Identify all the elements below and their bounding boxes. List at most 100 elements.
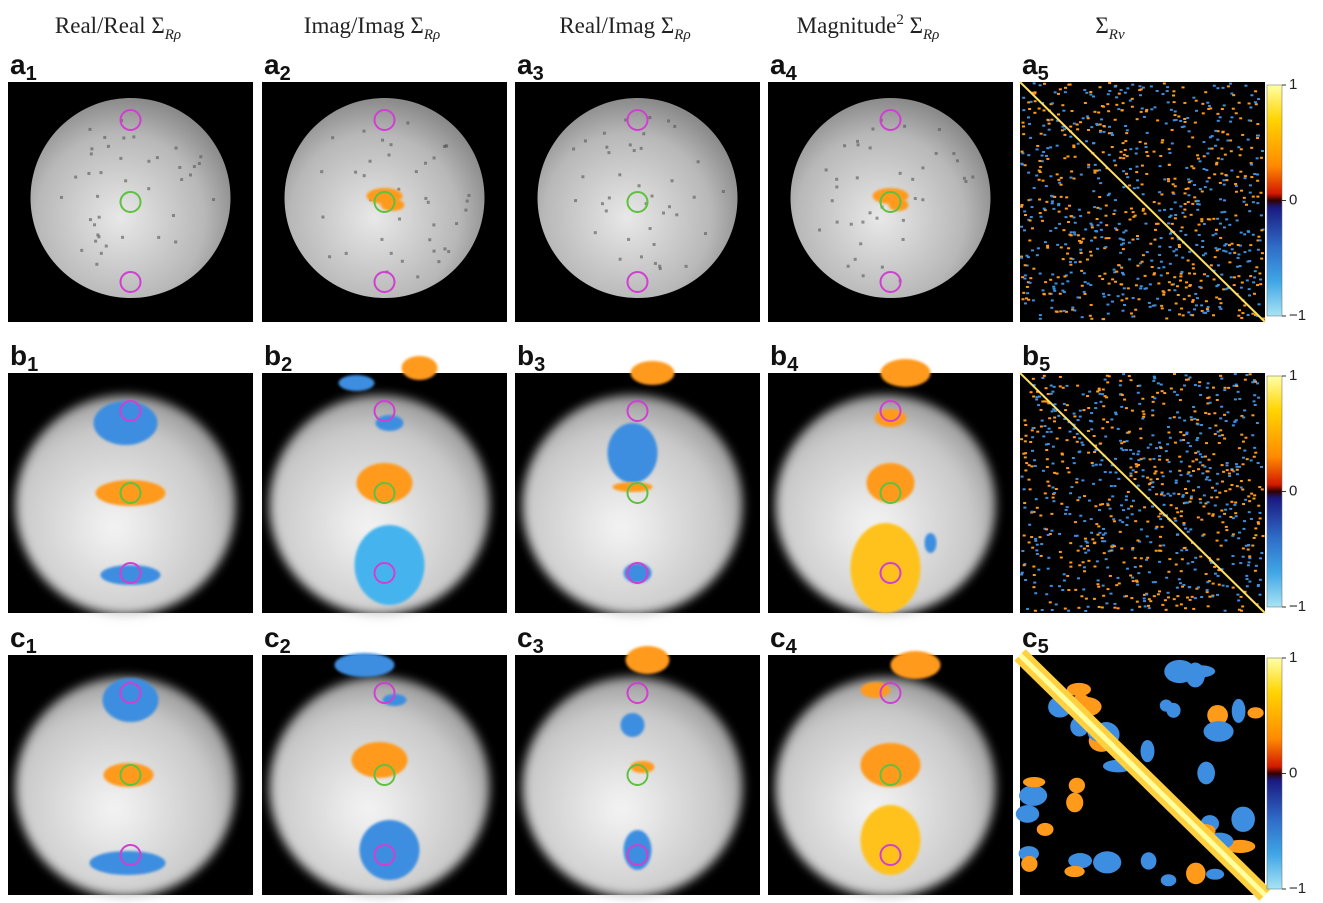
matrix-cell [1217, 264, 1220, 266]
matrix-cell [1138, 85, 1141, 87]
matrix-cell [1035, 549, 1038, 551]
matrix-cell [1208, 479, 1211, 481]
matrix-cell [1088, 391, 1091, 393]
matrix-cell [1257, 505, 1260, 507]
matrix-cell [1136, 235, 1139, 237]
matrix-cell [1241, 489, 1244, 491]
matrix-cell [1101, 278, 1104, 280]
matrix-cell [1244, 251, 1247, 253]
matrix-cell [1174, 110, 1177, 112]
matrix-cell [1232, 424, 1235, 426]
matrix-cell [1107, 237, 1110, 239]
matrix-cell [1039, 318, 1042, 320]
matrix-cell [1101, 105, 1104, 107]
matrix-cell [1112, 518, 1115, 520]
matrix-cell [1158, 191, 1161, 193]
matrix-cell [1194, 597, 1197, 599]
matrix-cell [1255, 266, 1258, 268]
matrix-cell [1166, 443, 1169, 445]
matrix-cell [1032, 299, 1035, 301]
panel-letter: a [1022, 49, 1038, 80]
matrix-cell [1195, 459, 1198, 461]
matrix-cell [1124, 125, 1127, 127]
matrix-cell [1214, 504, 1217, 506]
panel-index: 5 [1038, 63, 1049, 85]
matrix-cell [1184, 121, 1187, 123]
matrix-cell [1194, 569, 1197, 571]
matrix-cell [1220, 406, 1223, 408]
matrix-cell [1090, 304, 1093, 306]
matrix-cell [1200, 304, 1203, 306]
matrix-cell [1224, 490, 1227, 492]
matrix-cell [1159, 545, 1162, 547]
matrix-cell [1077, 419, 1080, 421]
matrix-cell [1105, 224, 1108, 226]
matrix-cell [1167, 461, 1170, 463]
matrix-cell [1214, 247, 1217, 249]
panel-label: a1 [10, 49, 37, 85]
matrix-cell [1050, 119, 1053, 121]
matrix-cell [1102, 318, 1105, 320]
matrix-cell [1122, 561, 1125, 563]
matrix-cell [1131, 547, 1134, 549]
matrix-cell [1034, 538, 1037, 540]
matrix-cell [1254, 101, 1257, 103]
matrix-cell [1229, 83, 1232, 85]
phantom-speck [843, 144, 846, 147]
matrix-cell [1020, 206, 1023, 208]
matrix-cell [1101, 606, 1104, 608]
matrix-cell [1021, 572, 1024, 574]
matrix-cell [1096, 218, 1099, 220]
colorbar-tick-label: 0 [1289, 764, 1297, 781]
mri-image [8, 373, 253, 615]
matrix-cell [1256, 202, 1259, 204]
matrix-cell [1235, 385, 1238, 387]
matrix-cell [1170, 208, 1173, 210]
matrix-cell [1162, 266, 1165, 268]
matrix-cell [1095, 464, 1098, 466]
activation [402, 356, 438, 380]
matrix-cell [1069, 177, 1072, 179]
matrix-cell [1151, 414, 1154, 416]
matrix-cell [1185, 188, 1188, 190]
matrix-cell [1228, 224, 1231, 226]
matrix-cell [1063, 310, 1066, 312]
matrix-blob [1166, 703, 1180, 718]
matrix-cell [1142, 457, 1145, 459]
matrix-cell [1031, 511, 1034, 513]
matrix-cell [1214, 433, 1217, 435]
matrix-cell [1146, 521, 1149, 523]
matrix-cell [1117, 607, 1120, 609]
matrix-cell [1202, 534, 1205, 536]
matrix-cell [1142, 210, 1145, 212]
matrix-cell [1238, 398, 1241, 400]
phantom-speck [673, 125, 676, 128]
phantom-speck [963, 177, 966, 180]
matrix-cell [1190, 495, 1193, 497]
matrix-cell [1218, 516, 1221, 518]
matrix-cell [1226, 462, 1229, 464]
matrix-cell [1051, 486, 1054, 488]
matrix-cell [1113, 160, 1116, 162]
phantom-speck [584, 139, 587, 142]
matrix-cell [1111, 427, 1114, 429]
matrix-cell [1168, 558, 1171, 560]
matrix-cell [1122, 274, 1125, 276]
panel-letter: a [770, 49, 786, 80]
matrix-cell [1204, 186, 1207, 188]
matrix-cell [1042, 293, 1045, 295]
matrix-cell [1206, 476, 1209, 478]
phantom-speck [899, 172, 902, 175]
matrix-cell [1119, 384, 1122, 386]
phantom-speck [971, 175, 974, 178]
matrix-cell [1169, 263, 1172, 265]
matrix-cell [1086, 395, 1089, 397]
matrix-cell [1059, 385, 1062, 387]
panel-label: a5 [1022, 49, 1049, 85]
phantom-speck [627, 238, 630, 241]
matrix-cell [1200, 596, 1203, 598]
matrix-cell [1257, 135, 1260, 137]
matrix-cell [1084, 610, 1087, 612]
matrix-cell [1207, 605, 1210, 607]
matrix-cell [1169, 233, 1172, 235]
